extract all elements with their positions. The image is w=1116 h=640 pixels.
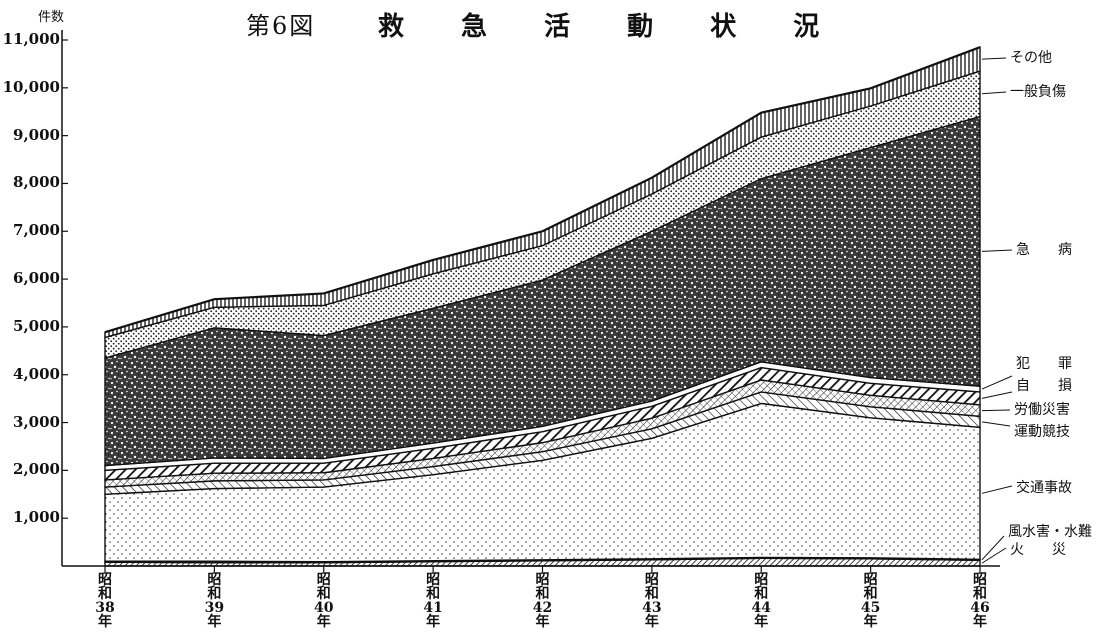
x-tick-label-part: 38	[95, 600, 115, 616]
x-tick-label-part: 昭	[863, 572, 878, 588]
y-tick-label: 9,000	[13, 125, 60, 144]
chart-title: 救 急 活 動 状 況	[378, 12, 844, 42]
x-tick-label-part: 和	[426, 586, 441, 602]
x-tick-label: 昭和 44 年	[746, 573, 776, 629]
x-tick-label-part: 昭	[973, 572, 987, 588]
x-tick-label: 昭和 43 年	[637, 573, 667, 629]
y-tick-label: 7,000	[13, 221, 60, 240]
leader-line-9	[981, 57, 1007, 60]
x-tick-label-part: 昭	[644, 572, 659, 588]
x-tick-label-part: 43	[642, 600, 662, 616]
x-tick-label-part: 年	[973, 614, 987, 630]
series-label-3: 運動競技	[1014, 424, 1070, 440]
total-line	[104, 46, 981, 334]
leader-line-6	[981, 375, 1013, 390]
x-tick-label-part: 昭	[754, 572, 769, 588]
x-tick-label-part: 和	[535, 586, 550, 602]
x-tick-label-part: 40	[314, 600, 334, 616]
y-tick-label: 4,000	[13, 364, 60, 383]
x-tick-label-part: 和	[863, 586, 878, 602]
series-label-6: 犯 罪	[1016, 356, 1072, 372]
x-tick-label: 昭和 46 年	[965, 573, 995, 629]
x-tick-label-part: 45	[860, 600, 881, 616]
x-tick-label-part: 昭	[316, 572, 331, 588]
x-tick-label-part: 和	[207, 586, 222, 602]
x-tick-label-part: 和	[973, 586, 987, 602]
x-tick-label-part: 年	[426, 614, 441, 630]
leader-line-3	[981, 421, 1011, 427]
x-tick-label-part: 年	[863, 614, 878, 630]
area-layer	[104, 46, 981, 567]
series-label-9: その他	[1010, 50, 1052, 66]
x-tick-label-part: 46	[970, 600, 990, 616]
x-tick-label-part: 和	[754, 586, 769, 602]
x-tick-label-part: 和	[316, 586, 331, 602]
leader-line-7	[981, 249, 1013, 252]
y-tick-label: 1,000	[13, 508, 60, 527]
x-tick-label: 昭和 40 年	[309, 573, 339, 629]
x-tick-label: 昭和 45 年	[856, 573, 886, 629]
leader-line-8	[981, 91, 1007, 95]
y-tick-label: 2,000	[13, 460, 60, 479]
axes-layer	[61, 30, 1000, 572]
y-axis-label: 件数	[38, 10, 65, 25]
x-tick-label-part: 年	[535, 614, 550, 630]
y-tick-label: 11,000	[2, 30, 60, 48]
series-label-4: 労働災害	[1014, 402, 1070, 418]
series-label-2: 交通事故	[1016, 480, 1072, 496]
series-label-8: 一般負傷	[1010, 84, 1066, 100]
x-tick-label: 昭和 41 年	[418, 573, 448, 629]
x-tick-label-part: 昭	[207, 572, 222, 588]
leader-line-4	[981, 409, 1011, 412]
figure-number: 第6図	[246, 12, 316, 40]
leader-line-5	[981, 391, 1013, 399]
y-tick-label: 8,000	[13, 173, 60, 192]
x-tick-label: 昭和 39 年	[199, 573, 229, 629]
x-tick-label-part: 年	[316, 614, 331, 630]
x-tick-label-part: 41	[423, 600, 443, 616]
x-tick-label-part: 和	[98, 586, 112, 602]
y-tick-label: 10,000	[2, 77, 60, 96]
x-tick-label-part: 年	[207, 614, 222, 630]
x-tick-label-part: 42	[532, 600, 553, 616]
x-tick-label-part: 昭	[426, 572, 441, 588]
x-tick-label-part: 和	[644, 586, 659, 602]
leader-line-0	[981, 547, 1007, 564]
series-label-7: 急 病	[1016, 242, 1072, 258]
series-label-0: 火 災	[1010, 542, 1066, 558]
x-tick-label-part: 年	[644, 614, 659, 630]
x-tick-label-part: 昭	[535, 572, 550, 588]
y-tick-label: 5,000	[13, 316, 60, 335]
series-label-1: 風水害・水難	[1008, 524, 1092, 540]
series-label-5: 自 損	[1016, 378, 1072, 394]
x-tick-label-part: 44	[751, 600, 771, 616]
legend-leaders	[981, 57, 1013, 564]
x-tick-label: 昭和 42 年	[528, 573, 558, 629]
x-tick-label-part: 年	[754, 614, 769, 630]
x-tick-label: 昭和 38 年	[90, 573, 120, 629]
x-tick-label-part: 年	[98, 614, 112, 630]
leader-line-2	[981, 485, 1013, 494]
y-tick-label: 3,000	[13, 412, 60, 431]
x-tick-label-part: 39	[204, 600, 225, 616]
y-tick-label: 6,000	[13, 269, 60, 288]
x-tick-label-part: 昭	[98, 572, 112, 588]
leader-line-1	[981, 535, 1005, 561]
